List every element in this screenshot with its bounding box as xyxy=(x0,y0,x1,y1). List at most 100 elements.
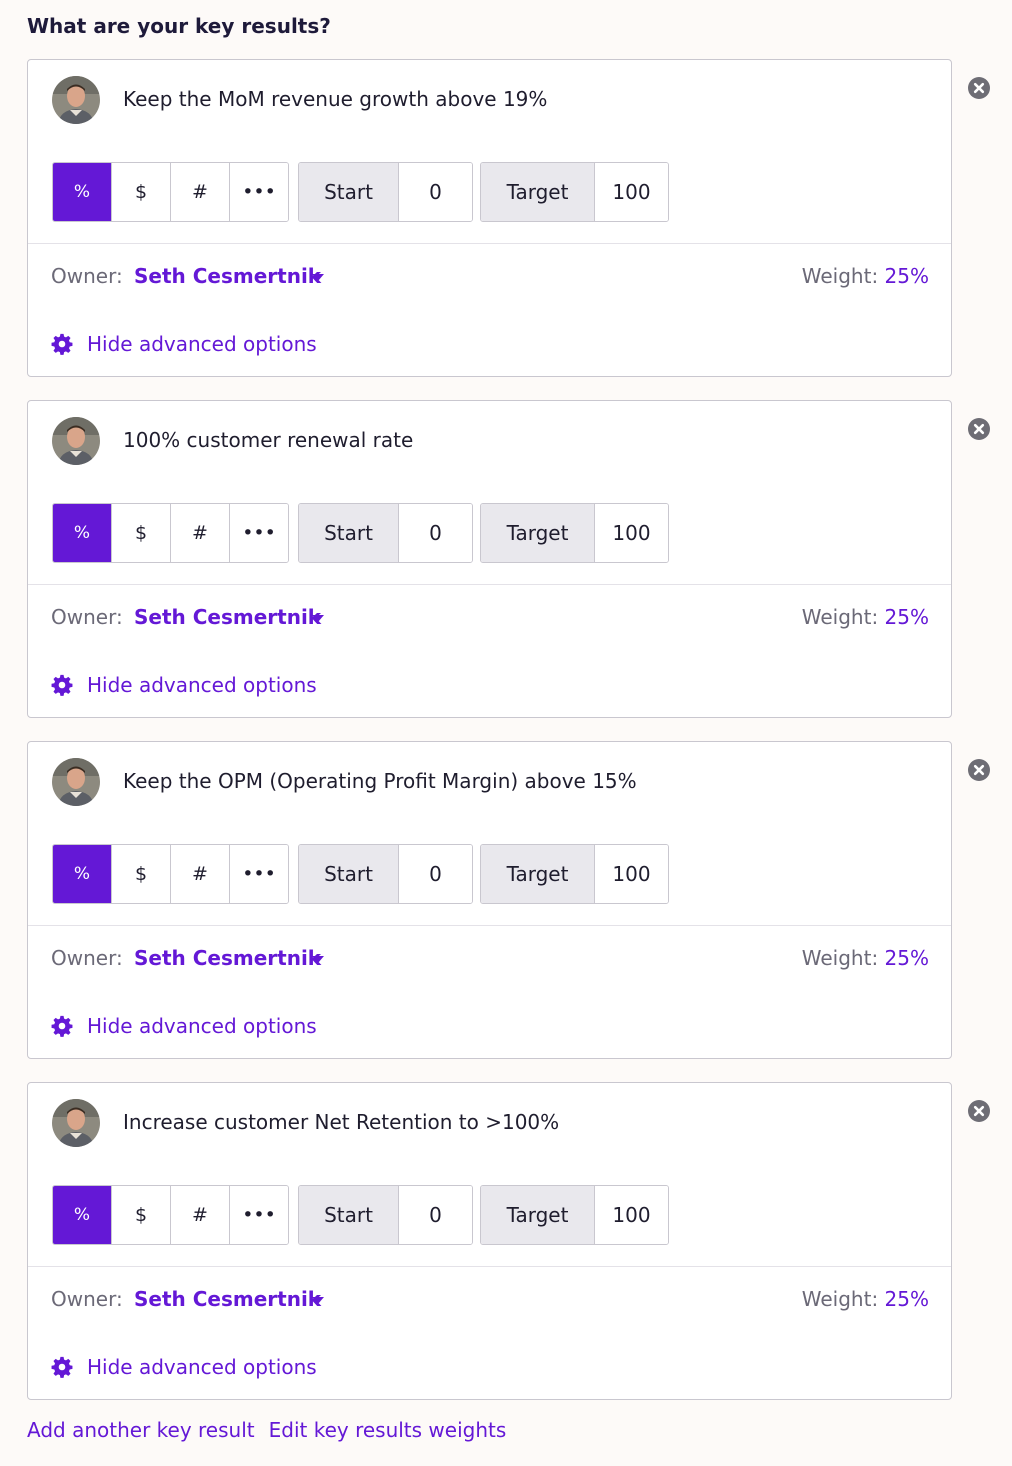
gear-icon xyxy=(51,1356,73,1378)
hide-advanced-options-label: Hide advanced options xyxy=(87,1355,317,1379)
weight-label: Weight: xyxy=(801,605,879,629)
key-result-title[interactable]: Keep the MoM revenue growth above 19% xyxy=(123,87,548,111)
hide-advanced-options-link[interactable]: Hide advanced options xyxy=(51,330,317,358)
owner-select[interactable]: Seth Cesmertnik xyxy=(134,946,322,970)
owner-avatar xyxy=(52,417,100,465)
key-result-row: Increase customer Net Retention to >100%… xyxy=(27,1082,1007,1400)
weight-value: 25% xyxy=(884,946,929,970)
owner-select[interactable]: Seth Cesmertnik xyxy=(134,1287,322,1311)
target-input[interactable]: 100 xyxy=(595,1186,668,1244)
key-result-title[interactable]: 100% customer renewal rate xyxy=(123,428,414,452)
unit-percent-button[interactable]: % xyxy=(53,1186,111,1244)
divider xyxy=(28,584,951,585)
unit-more-button[interactable]: ••• xyxy=(229,845,288,903)
unit-dollar-button[interactable]: $ xyxy=(111,1186,170,1244)
unit-selector: % $ # ••• xyxy=(52,503,289,563)
close-circle-icon[interactable] xyxy=(968,1100,990,1122)
start-field: Start 0 xyxy=(298,503,473,563)
close-circle-icon[interactable] xyxy=(968,77,990,99)
unit-percent-button[interactable]: % xyxy=(53,504,111,562)
target-input[interactable]: 100 xyxy=(595,845,668,903)
start-field: Start 0 xyxy=(298,844,473,904)
weight-label: Weight: xyxy=(801,1287,879,1311)
close-circle-icon[interactable] xyxy=(968,418,990,440)
start-input[interactable]: 0 xyxy=(399,163,472,221)
key-result-card: 100% customer renewal rate % $ # ••• Sta… xyxy=(27,400,952,718)
owner-avatar xyxy=(52,76,100,124)
owner-label: Owner: xyxy=(51,946,123,970)
start-label: Start xyxy=(299,504,399,562)
owner-select[interactable]: Seth Cesmertnik xyxy=(134,605,322,629)
divider xyxy=(28,925,951,926)
unit-selector: % $ # ••• xyxy=(52,162,289,222)
owner-avatar xyxy=(52,1099,100,1147)
unit-number-button[interactable]: # xyxy=(170,504,229,562)
target-input[interactable]: 100 xyxy=(595,163,668,221)
key-result-row: Keep the MoM revenue growth above 19% % … xyxy=(27,59,1007,377)
close-circle-icon[interactable] xyxy=(968,759,990,781)
unit-number-button[interactable]: # xyxy=(170,845,229,903)
key-result-card: Keep the MoM revenue growth above 19% % … xyxy=(27,59,952,377)
start-input[interactable]: 0 xyxy=(399,504,472,562)
target-input[interactable]: 100 xyxy=(595,504,668,562)
hide-advanced-options-label: Hide advanced options xyxy=(87,673,317,697)
key-result-row: Keep the OPM (Operating Profit Margin) a… xyxy=(27,741,1007,1059)
hide-advanced-options-link[interactable]: Hide advanced options xyxy=(51,1012,317,1040)
start-label: Start xyxy=(299,163,399,221)
edit-weights-link[interactable]: Edit key results weights xyxy=(268,1418,507,1442)
target-label: Target xyxy=(481,845,595,903)
unit-percent-button[interactable]: % xyxy=(53,845,111,903)
unit-number-button[interactable]: # xyxy=(170,1186,229,1244)
unit-more-button[interactable]: ••• xyxy=(229,163,288,221)
unit-percent-button[interactable]: % xyxy=(53,163,111,221)
unit-more-button[interactable]: ••• xyxy=(229,504,288,562)
owner-select[interactable]: Seth Cesmertnik xyxy=(134,264,322,288)
hide-advanced-options-link[interactable]: Hide advanced options xyxy=(51,671,317,699)
key-result-card: Increase customer Net Retention to >100%… xyxy=(27,1082,952,1400)
owner-avatar xyxy=(52,758,100,806)
start-field: Start 0 xyxy=(298,162,473,222)
start-label: Start xyxy=(299,845,399,903)
key-result-card: Keep the OPM (Operating Profit Margin) a… xyxy=(27,741,952,1059)
unit-number-button[interactable]: # xyxy=(170,163,229,221)
weight-label: Weight: xyxy=(801,264,879,288)
owner-label: Owner: xyxy=(51,605,123,629)
weight: Weight: 25% xyxy=(802,264,929,288)
target-field: Target 100 xyxy=(480,1185,669,1245)
weight-value: 25% xyxy=(884,605,929,629)
gear-icon xyxy=(51,674,73,696)
hide-advanced-options-link[interactable]: Hide advanced options xyxy=(51,1353,317,1381)
section-heading: What are your key results? xyxy=(27,14,331,38)
caret-down-icon[interactable] xyxy=(312,1297,324,1304)
unit-dollar-button[interactable]: $ xyxy=(111,504,170,562)
key-result-title[interactable]: Keep the OPM (Operating Profit Margin) a… xyxy=(123,769,637,793)
unit-more-button[interactable]: ••• xyxy=(229,1186,288,1244)
unit-selector: % $ # ••• xyxy=(52,1185,289,1245)
weight: Weight: 25% xyxy=(802,605,929,629)
weight-value: 25% xyxy=(884,1287,929,1311)
caret-down-icon[interactable] xyxy=(312,956,324,963)
unit-dollar-button[interactable]: $ xyxy=(111,845,170,903)
caret-down-icon[interactable] xyxy=(312,615,324,622)
add-key-result-link[interactable]: Add another key result xyxy=(27,1418,255,1442)
owner-row: Owner: Seth Cesmertnik Weight: 25% xyxy=(51,264,929,292)
target-label: Target xyxy=(481,504,595,562)
target-field: Target 100 xyxy=(480,844,669,904)
start-label: Start xyxy=(299,1186,399,1244)
unit-dollar-button[interactable]: $ xyxy=(111,163,170,221)
start-input[interactable]: 0 xyxy=(399,1186,472,1244)
weight-value: 25% xyxy=(884,264,929,288)
start-field: Start 0 xyxy=(298,1185,473,1245)
caret-down-icon[interactable] xyxy=(312,274,324,281)
divider xyxy=(28,1266,951,1267)
gear-icon xyxy=(51,333,73,355)
start-input[interactable]: 0 xyxy=(399,845,472,903)
key-results-list: Keep the MoM revenue growth above 19% % … xyxy=(27,59,1007,1423)
gear-icon xyxy=(51,1015,73,1037)
owner-row: Owner: Seth Cesmertnik Weight: 25% xyxy=(51,605,929,633)
target-label: Target xyxy=(481,1186,595,1244)
key-result-title[interactable]: Increase customer Net Retention to >100% xyxy=(123,1110,560,1134)
unit-selector: % $ # ••• xyxy=(52,844,289,904)
target-field: Target 100 xyxy=(480,503,669,563)
weight: Weight: 25% xyxy=(802,946,929,970)
